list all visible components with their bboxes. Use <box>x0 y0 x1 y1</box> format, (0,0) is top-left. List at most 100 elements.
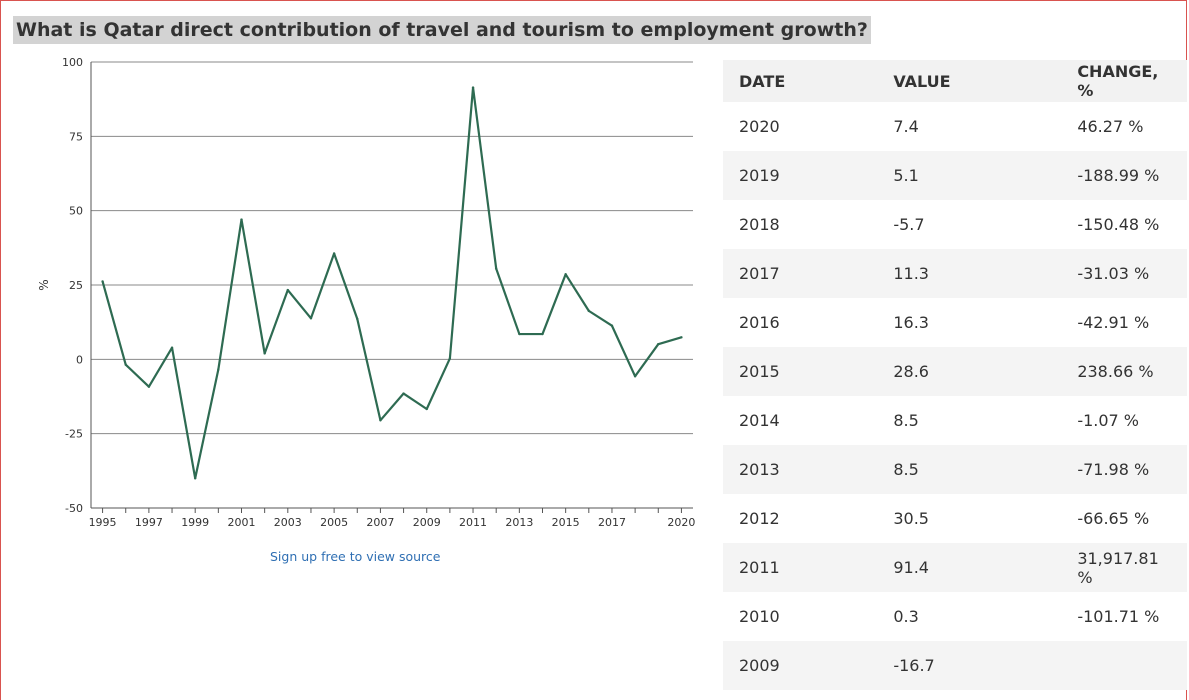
y-tick-label: -50 <box>65 502 83 515</box>
y-tick-label: 75 <box>69 130 83 143</box>
data-point <box>494 267 498 270</box>
y-tick-label: 50 <box>69 205 83 218</box>
x-tick-label: 2001 <box>228 516 256 529</box>
cell-date: 2010 <box>723 592 878 641</box>
cell-value: -5.7 <box>877 200 1062 249</box>
cell-date: 2013 <box>723 445 878 494</box>
cell-change: -42.91 % <box>1061 298 1187 347</box>
cell-date: 2012 <box>723 494 878 543</box>
x-tick-label: 2003 <box>274 516 302 529</box>
column-header-value[interactable]: VALUE <box>877 60 1062 102</box>
cell-value: 91.4 <box>877 543 1062 592</box>
data-point <box>402 392 405 395</box>
sign-up-source-link[interactable]: Sign up free to view source <box>270 549 441 564</box>
y-axis-label: % <box>37 279 51 290</box>
data-point <box>101 280 104 283</box>
cell-date: 2009 <box>723 641 878 690</box>
data-point <box>425 407 428 411</box>
data-point <box>587 309 591 313</box>
data-point <box>124 363 127 366</box>
cell-value: -16.7 <box>877 641 1062 690</box>
cell-change: -101.71 % <box>1061 592 1187 641</box>
data-point <box>541 332 544 336</box>
cell-date: 2018 <box>723 200 878 249</box>
x-tick-label: 2020 <box>667 516 695 529</box>
table-row: 2019 5.1 -188.99 % <box>723 151 1187 200</box>
cell-change: -71.98 % <box>1061 445 1187 494</box>
data-point <box>263 352 266 355</box>
data-point <box>657 342 660 346</box>
table-row: 2013 8.5 -71.98 % <box>723 445 1187 494</box>
cell-value: 7.4 <box>877 102 1062 151</box>
cell-change: -150.48 % <box>1061 200 1187 249</box>
data-point <box>610 324 614 327</box>
x-tick-label: 1999 <box>181 516 209 529</box>
data-point <box>147 385 151 388</box>
cell-change: -31.03 % <box>1061 249 1187 298</box>
data-point <box>448 357 452 360</box>
table-row: 2009 -16.7 <box>723 641 1187 690</box>
page-title: What is Qatar direct contribution of tra… <box>13 16 871 44</box>
data-point <box>332 252 336 255</box>
cell-date: 2011 <box>723 543 878 592</box>
column-header-date[interactable]: DATE <box>723 60 878 102</box>
cell-value: 8.5 <box>877 396 1062 445</box>
cell-date: 2017 <box>723 249 878 298</box>
y-tick-label: 100 <box>62 56 83 69</box>
cell-change: 238.66 % <box>1061 347 1187 396</box>
data-point <box>680 336 683 339</box>
table-row: 2011 91.4 31,917.81 % <box>723 543 1187 592</box>
cell-date: 2020 <box>723 102 878 151</box>
x-tick-label: 2007 <box>366 516 394 529</box>
table-row: 2016 16.3 -42.91 % <box>723 298 1187 347</box>
cell-value: 5.1 <box>877 151 1062 200</box>
cell-date: 2014 <box>723 396 878 445</box>
cell-date: 2015 <box>723 347 878 396</box>
cell-change: 31,917.81 % <box>1061 543 1187 592</box>
data-point <box>356 317 359 321</box>
cell-value: 16.3 <box>877 298 1062 347</box>
cell-change: 46.27 % <box>1061 102 1187 151</box>
data-point <box>286 288 290 292</box>
cell-value: 11.3 <box>877 249 1062 298</box>
cell-value: 0.3 <box>877 592 1062 641</box>
cell-value: 30.5 <box>877 494 1062 543</box>
x-tick-label: 1995 <box>89 516 117 529</box>
data-point <box>564 273 567 276</box>
table-row: 2012 30.5 -66.65 % <box>723 494 1187 543</box>
cell-change: -1.07 % <box>1061 396 1187 445</box>
x-tick-label: 2015 <box>552 516 580 529</box>
cell-value: 28.6 <box>877 347 1062 396</box>
cell-change <box>1061 641 1187 690</box>
data-point <box>518 332 521 336</box>
data-point <box>379 419 382 422</box>
series-line <box>101 86 682 480</box>
x-tick-label: 2017 <box>598 516 626 529</box>
cell-value: 8.5 <box>877 445 1062 494</box>
cell-date: 2019 <box>723 151 878 200</box>
cell-change: -188.99 % <box>1061 151 1187 200</box>
x-tick-label: 2005 <box>320 516 348 529</box>
data-point <box>170 346 174 349</box>
cell-date: 2016 <box>723 298 878 347</box>
x-tick-label: 1997 <box>135 516 163 529</box>
column-header-change[interactable]: CHANGE, % <box>1061 60 1187 102</box>
data-point <box>217 368 220 371</box>
line-chart: -50 -25 0 25 50 75 100% 1995 1997 1999 2001 2003 200… <box>37 56 695 529</box>
table-row: 2014 8.5 -1.07 % <box>723 396 1187 445</box>
data-point <box>240 218 243 221</box>
data-point <box>633 375 637 378</box>
data-point <box>193 477 197 480</box>
table-row: 2010 0.3 -101.71 % <box>723 592 1187 641</box>
x-tick-label: 2013 <box>505 516 533 529</box>
table-row: 2018 -5.7 -150.48 % <box>723 200 1187 249</box>
data-point <box>471 86 475 89</box>
x-tick-label: 2011 <box>459 516 487 529</box>
table-header-row: DATE VALUE CHANGE, % <box>723 60 1187 102</box>
data-table: DATE VALUE CHANGE, % 2020 7.4 46.27 % 2019 5… <box>723 60 1187 690</box>
data-point <box>309 317 313 320</box>
y-tick-label: -25 <box>65 428 83 441</box>
cell-change: -66.65 % <box>1061 494 1187 543</box>
y-tick-label: 25 <box>69 279 83 292</box>
y-tick-label: 0 <box>76 353 83 366</box>
